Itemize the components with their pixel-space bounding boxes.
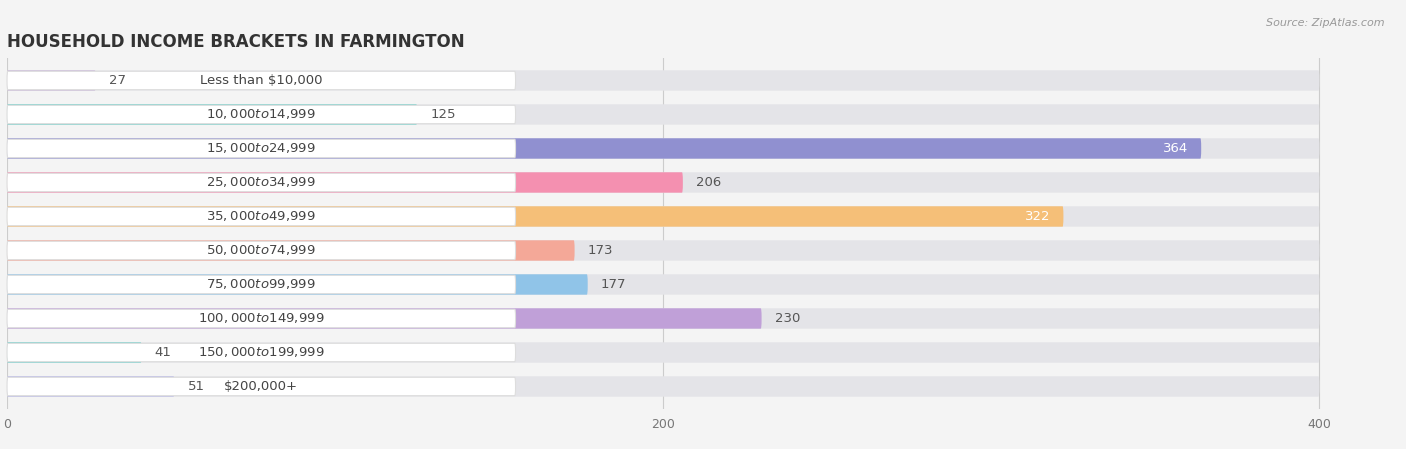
FancyBboxPatch shape: [7, 206, 1319, 227]
Text: 206: 206: [696, 176, 721, 189]
FancyBboxPatch shape: [7, 308, 1319, 329]
FancyBboxPatch shape: [7, 308, 762, 329]
FancyBboxPatch shape: [7, 71, 516, 90]
Text: $10,000 to $14,999: $10,000 to $14,999: [207, 107, 316, 122]
Text: 230: 230: [775, 312, 800, 325]
FancyBboxPatch shape: [7, 104, 1319, 125]
Text: 177: 177: [600, 278, 626, 291]
Text: 41: 41: [155, 346, 172, 359]
Text: Less than $10,000: Less than $10,000: [200, 74, 322, 87]
FancyBboxPatch shape: [7, 376, 174, 396]
FancyBboxPatch shape: [7, 139, 516, 158]
Text: Source: ZipAtlas.com: Source: ZipAtlas.com: [1267, 18, 1385, 28]
FancyBboxPatch shape: [7, 172, 683, 193]
Text: $200,000+: $200,000+: [225, 380, 298, 393]
Text: $25,000 to $34,999: $25,000 to $34,999: [207, 176, 316, 189]
FancyBboxPatch shape: [7, 70, 96, 91]
FancyBboxPatch shape: [7, 104, 418, 125]
Text: $150,000 to $199,999: $150,000 to $199,999: [198, 345, 325, 360]
Text: $35,000 to $49,999: $35,000 to $49,999: [207, 210, 316, 224]
FancyBboxPatch shape: [7, 240, 575, 261]
Text: 173: 173: [588, 244, 613, 257]
FancyBboxPatch shape: [7, 342, 142, 363]
Text: 322: 322: [1025, 210, 1050, 223]
FancyBboxPatch shape: [7, 206, 1063, 227]
FancyBboxPatch shape: [7, 274, 1319, 295]
Text: 27: 27: [108, 74, 125, 87]
FancyBboxPatch shape: [7, 274, 588, 295]
Text: $75,000 to $99,999: $75,000 to $99,999: [207, 277, 316, 291]
FancyBboxPatch shape: [7, 106, 516, 123]
Text: $100,000 to $149,999: $100,000 to $149,999: [198, 312, 325, 326]
FancyBboxPatch shape: [7, 377, 516, 396]
FancyBboxPatch shape: [7, 138, 1319, 158]
Text: 125: 125: [430, 108, 456, 121]
FancyBboxPatch shape: [7, 172, 1319, 193]
FancyBboxPatch shape: [7, 138, 1201, 158]
Text: $15,000 to $24,999: $15,000 to $24,999: [207, 141, 316, 155]
FancyBboxPatch shape: [7, 241, 516, 260]
FancyBboxPatch shape: [7, 343, 516, 361]
FancyBboxPatch shape: [7, 173, 516, 192]
FancyBboxPatch shape: [7, 275, 516, 294]
FancyBboxPatch shape: [7, 309, 516, 328]
FancyBboxPatch shape: [7, 376, 1319, 396]
Text: 51: 51: [187, 380, 204, 393]
FancyBboxPatch shape: [7, 207, 516, 226]
FancyBboxPatch shape: [7, 342, 1319, 363]
FancyBboxPatch shape: [7, 70, 1319, 91]
Text: $50,000 to $74,999: $50,000 to $74,999: [207, 243, 316, 257]
FancyBboxPatch shape: [7, 240, 1319, 261]
Text: 364: 364: [1163, 142, 1188, 155]
Text: HOUSEHOLD INCOME BRACKETS IN FARMINGTON: HOUSEHOLD INCOME BRACKETS IN FARMINGTON: [7, 33, 464, 51]
